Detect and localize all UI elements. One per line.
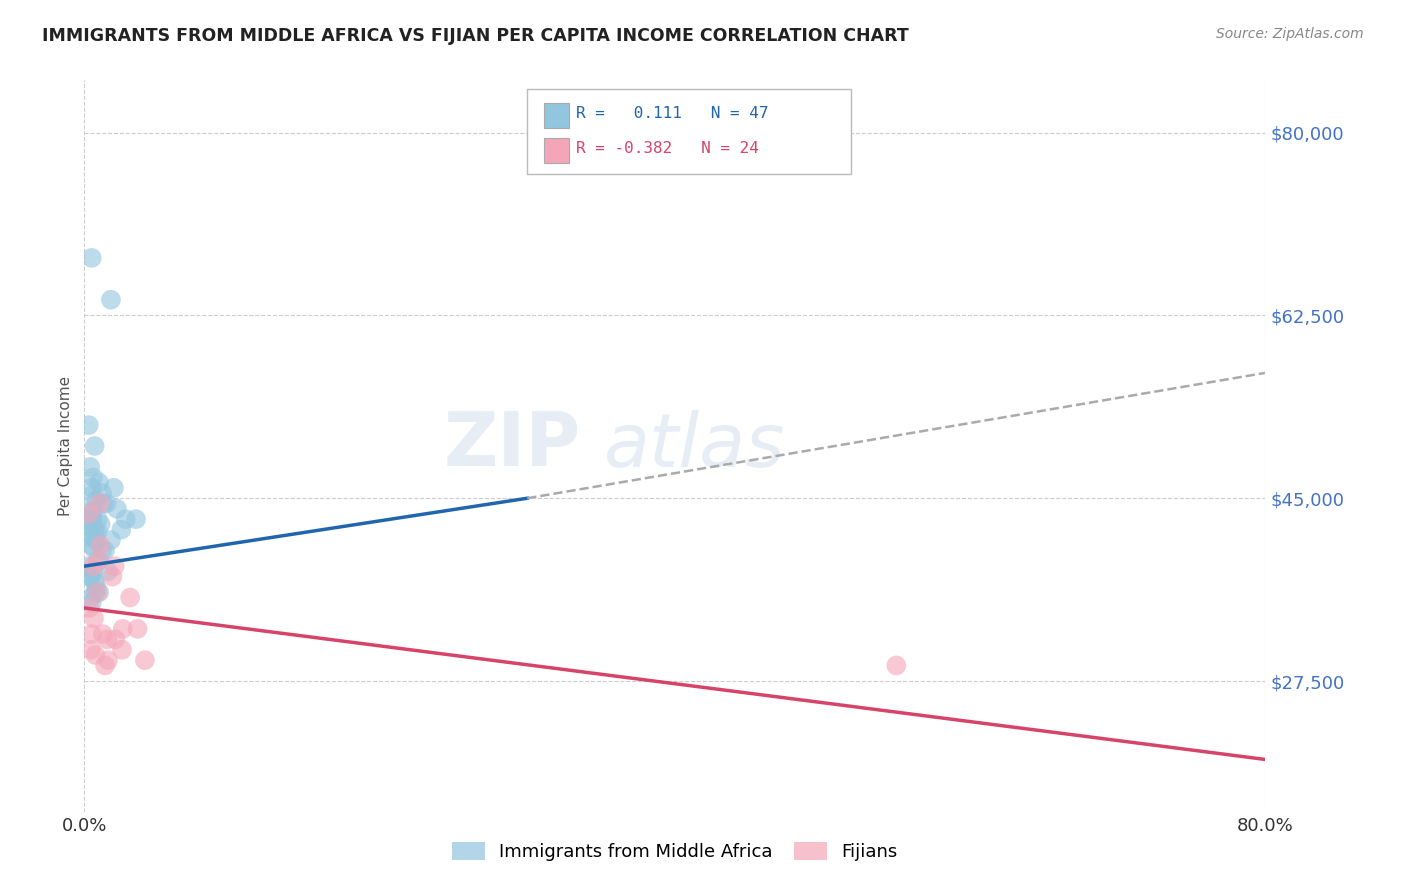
Point	[80, 481, 103, 495]
Point	[84, 580, 107, 594]
Point	[77, 418, 100, 433]
Point	[84, 585, 107, 599]
Point	[82, 565, 104, 579]
Text: R =   0.111   N = 47: R = 0.111 N = 47	[576, 106, 769, 120]
Point	[83, 574, 105, 589]
Point	[77, 507, 100, 521]
Point	[89, 496, 111, 510]
Point	[96, 632, 118, 647]
Point	[94, 658, 117, 673]
Point	[80, 642, 103, 657]
Point	[79, 569, 101, 583]
Text: atlas: atlas	[605, 410, 786, 482]
Point	[84, 493, 107, 508]
Point	[91, 627, 114, 641]
Point	[77, 528, 100, 542]
Point	[86, 524, 108, 539]
Point	[82, 559, 104, 574]
Text: Source: ZipAtlas.com: Source: ZipAtlas.com	[1216, 27, 1364, 41]
Point	[125, 512, 148, 526]
Point	[83, 611, 105, 625]
Point	[104, 559, 127, 574]
Point	[134, 653, 156, 667]
Point	[100, 533, 122, 547]
Y-axis label: Per Capita Income: Per Capita Income	[58, 376, 73, 516]
Point	[103, 481, 125, 495]
Point	[111, 622, 134, 636]
Point	[79, 520, 101, 534]
Point	[77, 559, 100, 574]
Point	[80, 538, 103, 552]
Point	[93, 496, 115, 510]
Point	[90, 517, 112, 532]
Point	[97, 565, 120, 579]
Point	[79, 569, 101, 583]
Point	[86, 554, 108, 568]
Point	[101, 569, 124, 583]
Point	[87, 585, 111, 599]
Point	[96, 496, 118, 510]
Point	[886, 658, 908, 673]
Point	[80, 251, 103, 265]
Point	[80, 591, 103, 605]
Point	[82, 514, 104, 528]
Point	[84, 533, 107, 547]
Point	[86, 585, 108, 599]
Point	[83, 439, 105, 453]
Point	[80, 596, 103, 610]
Point	[80, 627, 103, 641]
Point	[80, 510, 103, 524]
Point	[84, 648, 107, 662]
Text: R = -0.382   N = 24: R = -0.382 N = 24	[576, 142, 759, 156]
Point	[110, 523, 132, 537]
Point	[91, 543, 114, 558]
Point	[82, 504, 104, 518]
Point	[83, 541, 105, 556]
Point	[79, 489, 101, 503]
Point	[94, 543, 117, 558]
Text: IMMIGRANTS FROM MIDDLE AFRICA VS FIJIAN PER CAPITA INCOME CORRELATION CHART: IMMIGRANTS FROM MIDDLE AFRICA VS FIJIAN …	[42, 27, 908, 45]
Point	[87, 475, 111, 490]
Point	[86, 512, 108, 526]
Point	[127, 622, 149, 636]
Point	[90, 538, 112, 552]
Point	[100, 293, 122, 307]
Legend: Immigrants from Middle Africa, Fijians: Immigrants from Middle Africa, Fijians	[446, 835, 904, 869]
Point	[82, 531, 104, 545]
Point	[111, 642, 134, 657]
Point	[105, 501, 128, 516]
Text: ZIP: ZIP	[443, 409, 581, 483]
Point	[79, 601, 101, 615]
Point	[114, 512, 136, 526]
Point	[83, 523, 105, 537]
Point	[91, 486, 114, 500]
Point	[87, 554, 111, 568]
Point	[97, 653, 120, 667]
Point	[104, 632, 127, 647]
Point	[79, 459, 101, 474]
Point	[120, 591, 142, 605]
Point	[82, 470, 104, 484]
Point	[77, 507, 100, 521]
